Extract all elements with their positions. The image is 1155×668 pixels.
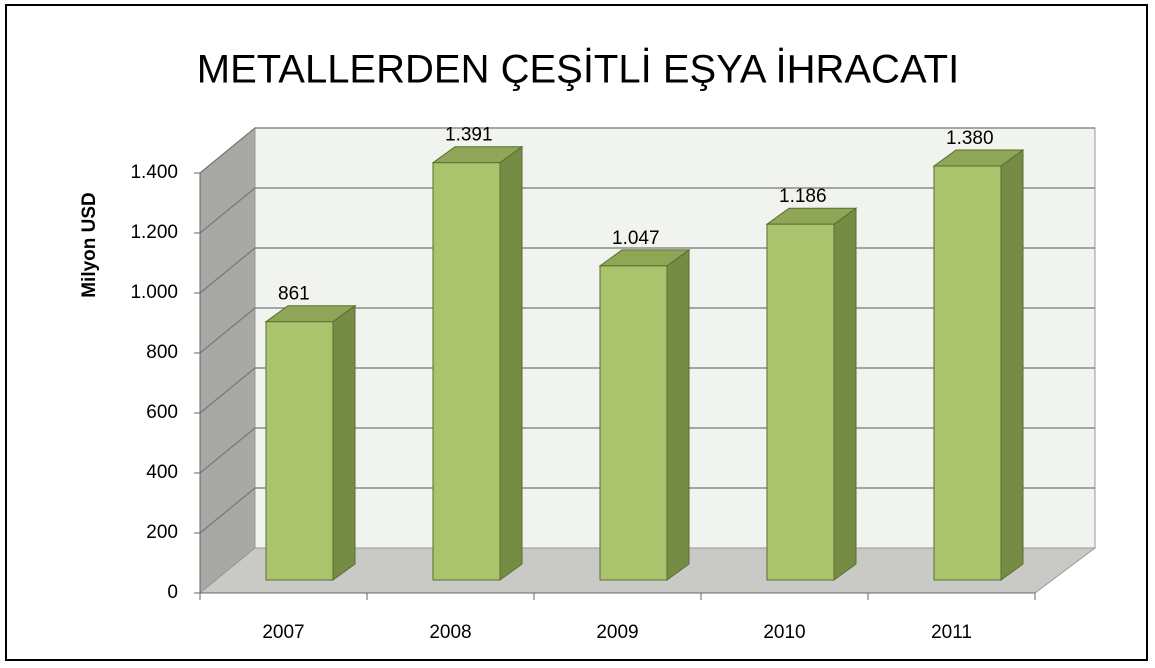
data-label: 1.391 (445, 125, 493, 146)
x-tick-label: 2007 (262, 622, 304, 643)
y-tick-label: 200 (146, 522, 178, 543)
bar (432, 162, 501, 581)
x-tick-label: 2010 (763, 622, 805, 643)
x-tick-label: 2011 (931, 622, 972, 643)
y-tick-label: 400 (146, 462, 178, 483)
x-tick-label: 2008 (429, 622, 471, 643)
data-label: 1.380 (946, 128, 994, 149)
y-tick-label: 800 (146, 342, 178, 363)
left-wall (199, 126, 256, 595)
x-tick-label: 2009 (596, 622, 638, 643)
bar-side (499, 145, 523, 581)
data-label: 861 (278, 284, 310, 305)
data-label: 1.186 (779, 186, 827, 207)
y-tick-label: 1.000 (130, 282, 178, 303)
y-tick-label: 0 (167, 582, 178, 603)
y-tick-label: 1.400 (130, 162, 178, 183)
y-tick-label: 1.200 (130, 222, 178, 243)
grid-line (199, 127, 1095, 174)
y-axis-label: Milyon USD (79, 192, 100, 298)
bar (933, 165, 1002, 581)
chart-title: METALLERDEN ÇEŞİTLİ EŞYA İHRACATI (197, 47, 959, 92)
data-label: 1.047 (612, 228, 660, 249)
bar (265, 321, 334, 581)
bar (599, 265, 668, 581)
bar-side (833, 207, 857, 581)
bar (766, 223, 835, 581)
bar-side (332, 304, 356, 581)
y-tick-label: 600 (146, 402, 178, 423)
grid-line (199, 187, 1095, 234)
bar-side (1000, 149, 1024, 581)
bar-side (666, 248, 690, 581)
